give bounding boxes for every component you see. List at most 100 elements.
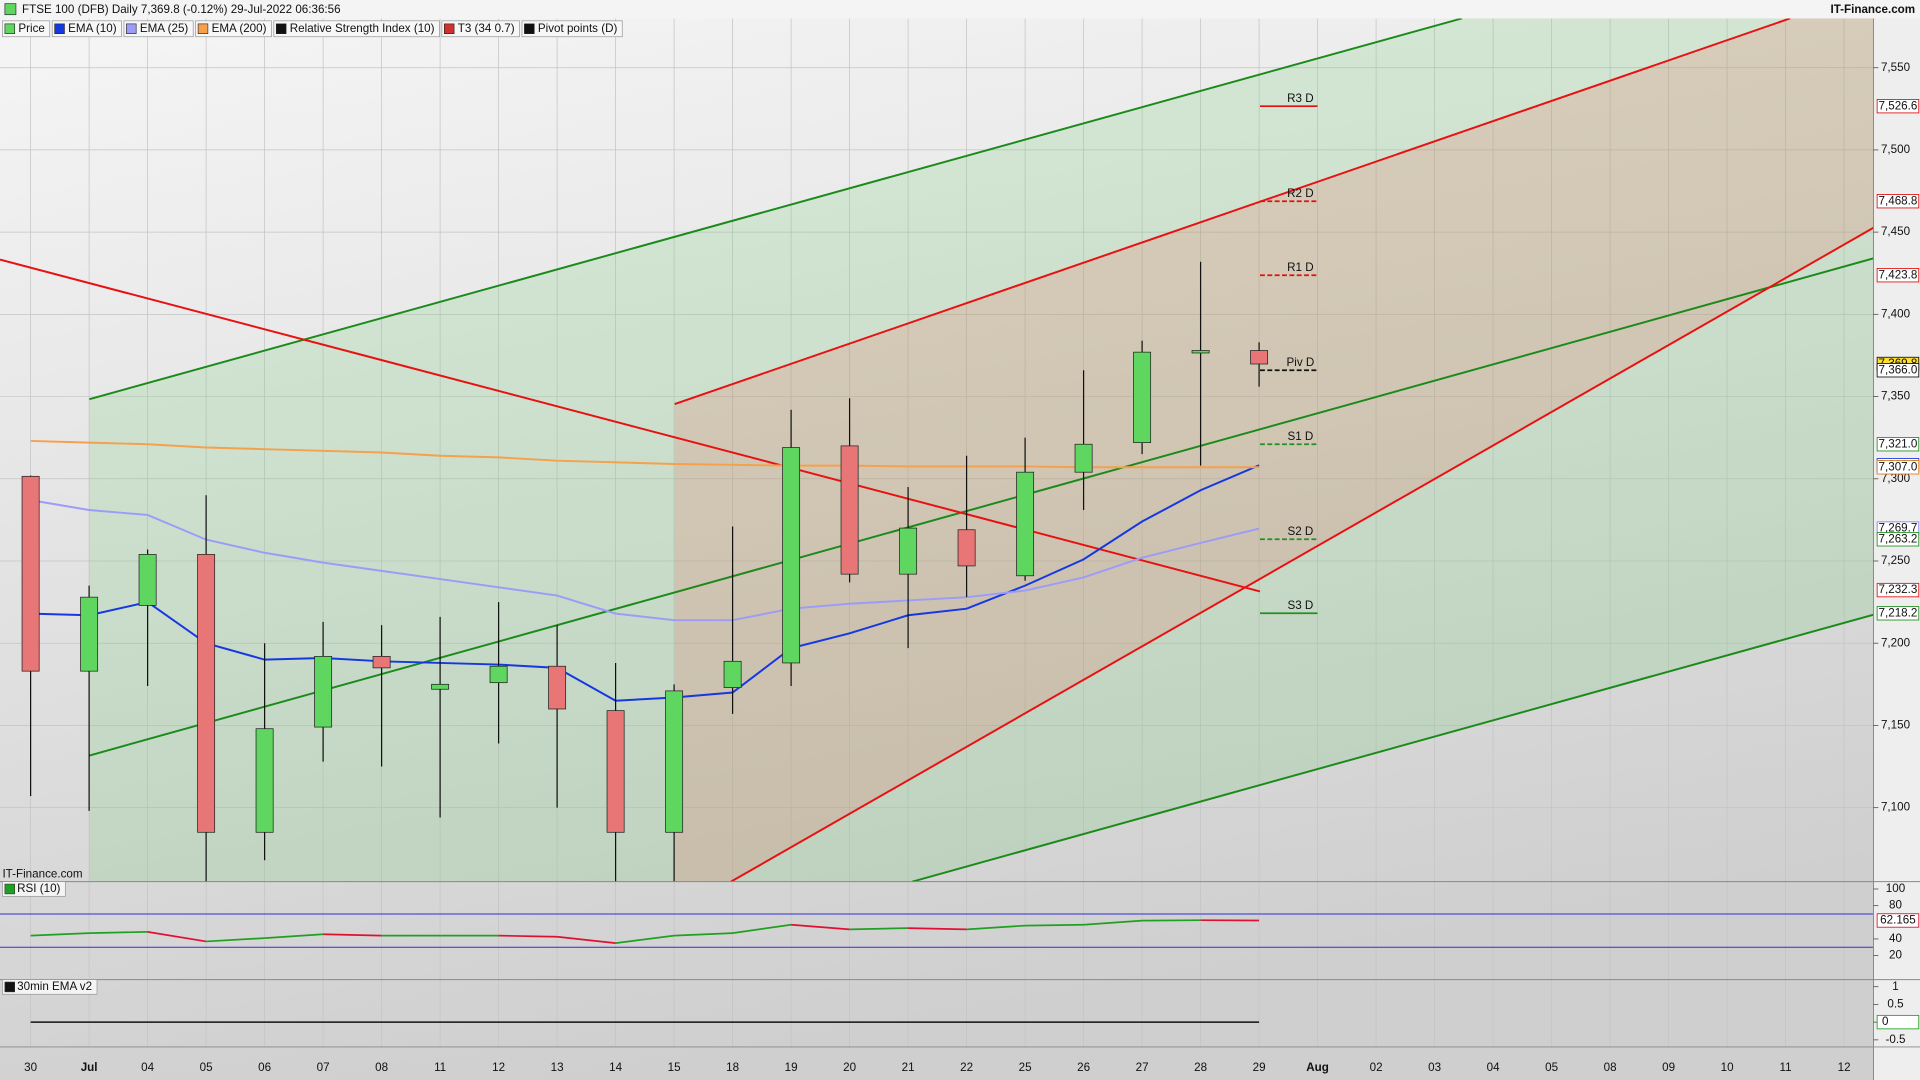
y-tick-label: 1 xyxy=(1892,980,1898,993)
rsi-segment xyxy=(30,932,90,937)
x-tick-label: 03 xyxy=(1428,1061,1441,1074)
candle-body xyxy=(723,660,742,688)
candle-body xyxy=(1074,443,1093,473)
candle-body xyxy=(1133,351,1152,443)
candle-body xyxy=(957,529,976,567)
legend-item xyxy=(273,20,440,38)
price-label-box xyxy=(1876,268,1920,283)
rsi-segment xyxy=(791,923,850,931)
trend-line xyxy=(89,257,1874,757)
y-tick-label: 7,200 xyxy=(1881,636,1911,649)
legend-swatch xyxy=(524,23,535,34)
grid xyxy=(0,18,1874,1047)
price-label: 7,269.7 xyxy=(1879,522,1918,535)
price-label: 7,263.2 xyxy=(1879,532,1918,545)
ema-line xyxy=(30,464,1260,702)
legend-swatch xyxy=(443,23,455,34)
legend-item xyxy=(195,20,272,38)
x-tick-label: 20 xyxy=(843,1061,856,1074)
trend-line xyxy=(0,258,1261,593)
x-tick-label: 07 xyxy=(317,1061,330,1074)
rsi-segment xyxy=(966,924,1026,931)
candle-body xyxy=(665,690,684,833)
pivot-label: R2 D xyxy=(1287,187,1314,200)
x-tick-label: 05 xyxy=(200,1061,213,1074)
legend-swatch xyxy=(197,23,209,34)
price-label-box xyxy=(1876,606,1920,621)
x-tick-label: 12 xyxy=(492,1061,505,1074)
x-tick-label: 13 xyxy=(551,1061,564,1074)
candle-body xyxy=(314,655,333,728)
rsi-segment xyxy=(264,933,324,939)
rsi-segment xyxy=(908,927,967,931)
x-tick-label: 15 xyxy=(668,1061,681,1074)
y-tick-label: 7,250 xyxy=(1881,554,1911,567)
pivot-label: S2 D xyxy=(1287,525,1313,538)
y-tick-label: 80 xyxy=(1889,899,1902,912)
x-tick-label: 30 xyxy=(24,1061,37,1074)
title-bar xyxy=(0,0,1920,19)
x-tick-label: 11 xyxy=(434,1061,446,1074)
candle-body xyxy=(138,554,157,606)
y-tick-label: 7,550 xyxy=(1881,61,1911,74)
price-label-box xyxy=(1876,460,1920,475)
rsi-segment xyxy=(323,933,382,937)
legend-swatch xyxy=(54,23,65,34)
x-tick-label: 28 xyxy=(1194,1061,1207,1074)
candle-body xyxy=(1191,350,1210,354)
candle-body xyxy=(372,655,391,669)
pivot-label: S3 D xyxy=(1287,599,1313,612)
x-tick-label: 27 xyxy=(1136,1061,1149,1074)
price-label: 7,321.0 xyxy=(1879,437,1918,450)
legend-item xyxy=(51,20,122,38)
panel-label: RSI (10) xyxy=(17,882,60,895)
y-tick-label: 7,450 xyxy=(1881,225,1911,238)
panel-label-box xyxy=(2,979,98,995)
price-label: 7,307.0 xyxy=(1879,460,1918,473)
rsi-segment xyxy=(89,931,148,934)
title-icon xyxy=(4,3,17,16)
legend-label: Price xyxy=(18,22,45,35)
y-tick-label: 100 xyxy=(1886,882,1906,895)
legend-label: Pivot points (D) xyxy=(538,22,618,35)
x-tick-label: 14 xyxy=(609,1061,622,1074)
watermark: IT-Finance.com xyxy=(2,867,82,880)
candle-body xyxy=(899,527,918,575)
price-label: 7,366.0 xyxy=(1879,363,1918,376)
rsi-segment xyxy=(732,923,792,934)
marks xyxy=(0,261,1874,1023)
price-label: 7,423.8 xyxy=(1879,268,1918,281)
y-tick-label: 0.5 xyxy=(1887,997,1903,1010)
red-channel xyxy=(674,18,1874,882)
candle-body xyxy=(606,710,625,833)
legend-label: EMA (200) xyxy=(212,22,267,35)
x-tick-label: Aug xyxy=(1306,1061,1329,1074)
value-label-box xyxy=(1876,1014,1920,1030)
candle-body xyxy=(1250,350,1269,365)
rsi-segment xyxy=(147,931,207,943)
x-tick-label: 12 xyxy=(1838,1061,1851,1074)
y-tick-label: 40 xyxy=(1889,932,1902,945)
legend-swatch xyxy=(4,23,15,34)
x-tick-label: 11 xyxy=(1780,1061,1792,1074)
price-label-box xyxy=(1876,99,1920,114)
y-tick-label: 20 xyxy=(1889,949,1902,962)
legend-label: Relative Strength Index (10) xyxy=(290,22,435,35)
candle-body xyxy=(197,554,216,833)
candle-body xyxy=(840,445,859,575)
trend-line xyxy=(911,613,1874,882)
candle-body xyxy=(1016,471,1035,577)
candle-body xyxy=(782,447,801,664)
legend-label: EMA (25) xyxy=(140,22,189,35)
x-tick-label: 08 xyxy=(1604,1061,1617,1074)
pivot-label: R1 D xyxy=(1287,261,1314,274)
rsi-segment xyxy=(1025,923,1084,927)
ema-line xyxy=(30,439,1260,469)
x-tick-label: Jul xyxy=(81,1061,98,1074)
trend-line xyxy=(674,18,1791,406)
y-tick-label: 7,300 xyxy=(1881,472,1911,485)
x-tick-label: 04 xyxy=(1487,1061,1500,1074)
y-tick-label: 7,100 xyxy=(1881,801,1911,814)
